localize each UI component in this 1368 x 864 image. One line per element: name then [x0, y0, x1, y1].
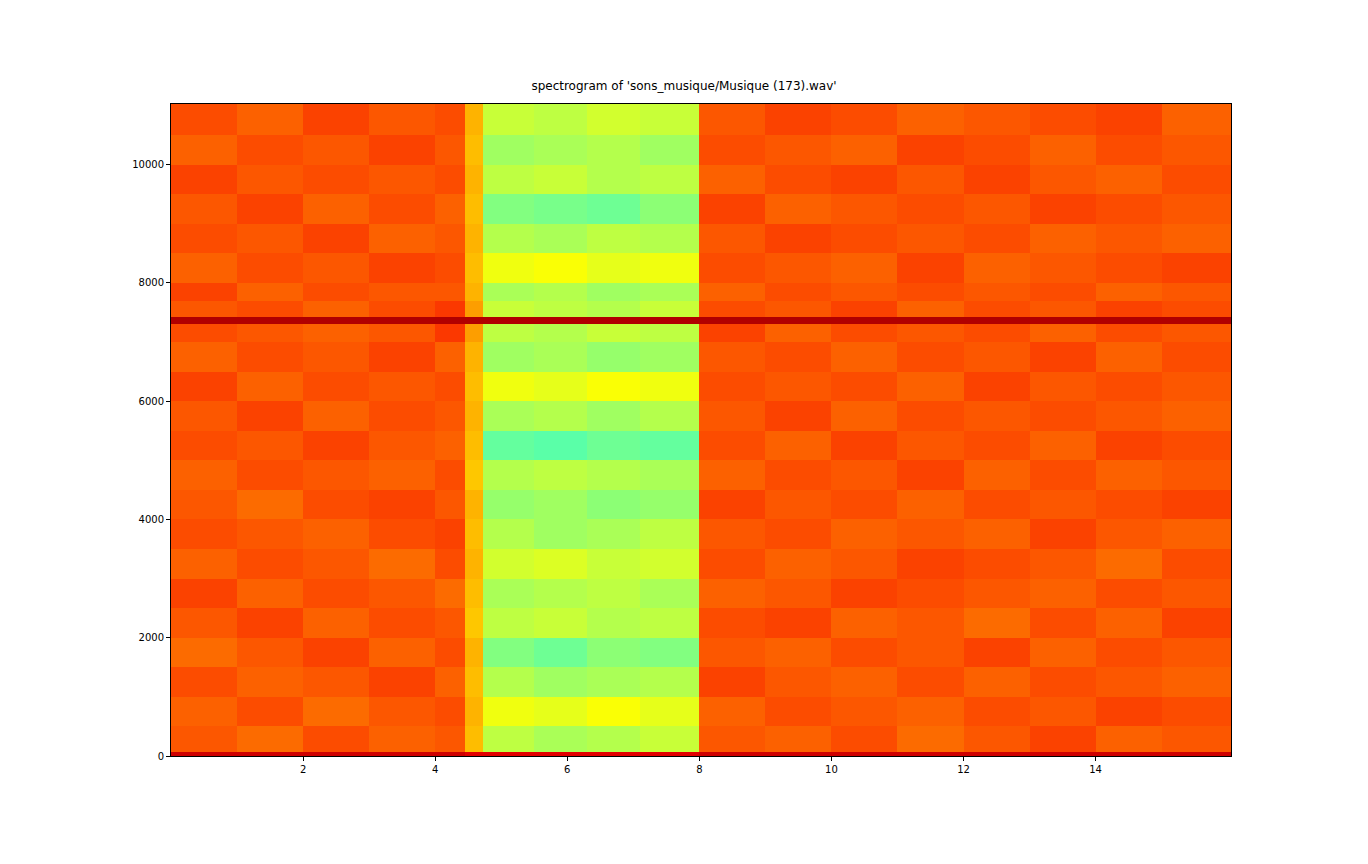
svg-text:4: 4 [432, 764, 438, 775]
svg-text:6000: 6000 [139, 396, 164, 407]
svg-text:6: 6 [564, 764, 570, 775]
svg-text:4000: 4000 [139, 514, 164, 525]
svg-text:14: 14 [1089, 764, 1102, 775]
svg-text:8000: 8000 [139, 277, 164, 288]
svg-text:0: 0 [158, 751, 164, 762]
svg-text:spectrogram of 'sons_musique/M: spectrogram of 'sons_musique/Musique (17… [531, 79, 836, 93]
svg-text:2: 2 [300, 764, 306, 775]
svg-text:10000: 10000 [132, 159, 164, 170]
svg-text:2000: 2000 [139, 632, 164, 643]
svg-text:8: 8 [696, 764, 702, 775]
svg-text:10: 10 [825, 764, 838, 775]
svg-text:12: 12 [957, 764, 970, 775]
